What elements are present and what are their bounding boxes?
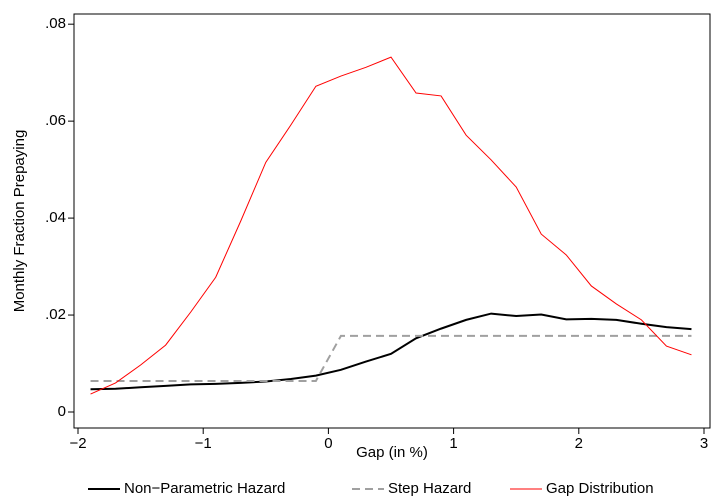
series-line — [90, 312, 692, 391]
y-tick-label: 0 — [58, 403, 66, 420]
legend-label: Step Hazard — [388, 480, 471, 497]
x-tick-label: 2 — [575, 435, 583, 452]
y-tick-label: .04 — [45, 209, 66, 226]
legend-label: Gap Distribution — [546, 480, 654, 497]
series-line — [90, 56, 692, 395]
x-tick-label: 3 — [700, 435, 708, 452]
series-line — [90, 334, 692, 382]
y-tick-label: .06 — [45, 112, 66, 129]
x-tick-label: 1 — [449, 435, 457, 452]
y-axis-label: Monthly Fraction Prepaying — [11, 130, 28, 313]
x-axis-label: Gap (in %) — [356, 444, 428, 461]
plot-frame — [73, 13, 711, 429]
x-tick-label: −2 — [69, 435, 86, 452]
legend-label: Non−Parametric Hazard — [124, 480, 285, 497]
y-tick-label: .08 — [45, 15, 66, 32]
y-tick-label: .02 — [45, 306, 66, 323]
x-tick-label: −1 — [195, 435, 212, 452]
x-tick-label: 0 — [324, 435, 332, 452]
